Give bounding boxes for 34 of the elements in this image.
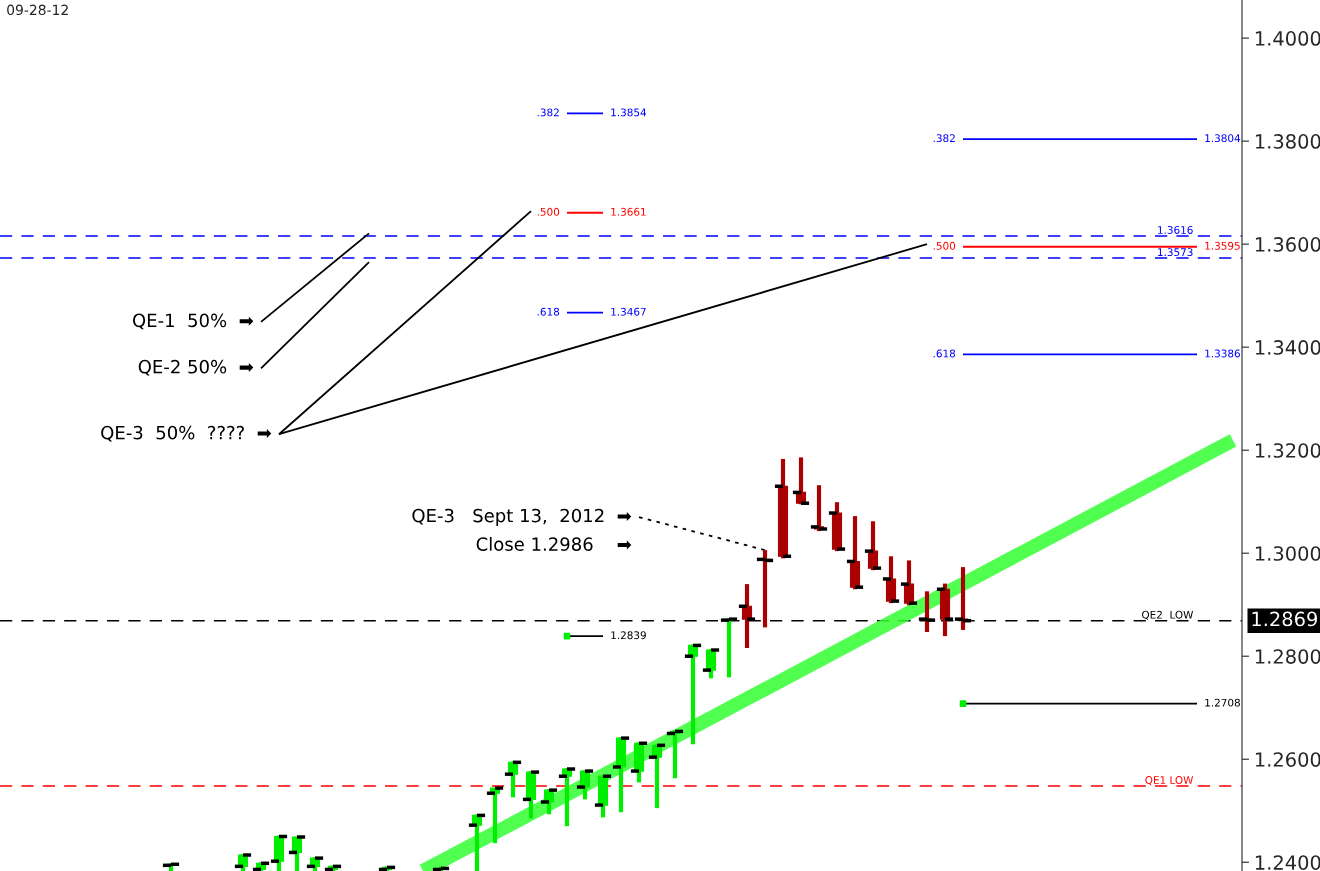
annotation: Close 1.2986 ➡ (476, 536, 632, 551)
annotation: .618 (537, 307, 560, 316)
y-tick-label: 1.3400 (1255, 340, 1320, 355)
y-tick-label: 1.3800 (1255, 134, 1320, 149)
data-label: 1.2708 (1205, 698, 1240, 707)
text: 1.2869 (1252, 611, 1317, 627)
data-label: 1.3854 (611, 108, 647, 117)
chart-title: 09-28-12 (7, 4, 68, 16)
y-tick-label: 1.2400 (1255, 855, 1320, 870)
data-label: 1.2839 (611, 631, 646, 640)
y-tick-label: 1.4000 (1255, 31, 1320, 46)
y-tick-label: 1.3000 (1255, 546, 1320, 561)
ref-line-label: QE1 LOW (1145, 776, 1194, 786)
annotation: QE-1 50% ➡ (132, 313, 254, 330)
annotation: QE-2 50% ➡ (138, 359, 254, 376)
annotation: .382 (933, 134, 955, 143)
data-label: 1.3804 (1205, 134, 1241, 143)
y-tick-label: 1.3200 (1255, 443, 1320, 458)
ref-line-label: QE2 LOW (1142, 610, 1194, 620)
ref-line-label: 1.3573 (1158, 248, 1193, 257)
annotation: .382 (537, 108, 559, 117)
annotation: QE-3 Sept 13, 2012 ➡ (412, 508, 632, 526)
data-label: 1.3467 (611, 307, 646, 316)
y-tick-label: 1.3600 (1255, 237, 1320, 252)
ref-line-label: 1.3616 (1158, 226, 1193, 234)
annotation: QE-3 50% ???? ➡ (101, 425, 272, 442)
y-tick-label: 1.2800 (1255, 649, 1320, 664)
data-label: 1.3386 (1205, 349, 1240, 358)
data-label: 1.3595 (1205, 241, 1240, 250)
data-label: 1.3661 (611, 207, 646, 216)
annotation: .500 (537, 207, 560, 216)
annotation: .618 (933, 349, 956, 358)
annotation: .500 (933, 241, 956, 250)
y-tick-label: 1.2600 (1255, 752, 1320, 767)
